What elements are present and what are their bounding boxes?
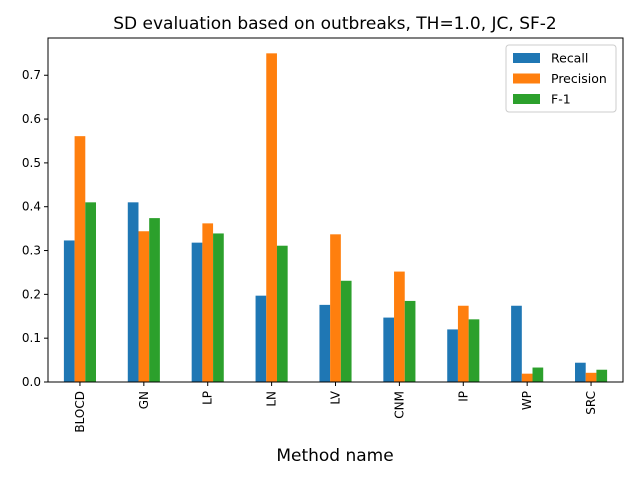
bar-precision-src	[585, 372, 597, 382]
y-tick-label: 0.1	[22, 331, 41, 345]
x-tick-label: IP	[456, 391, 470, 402]
chart-title: SD evaluation based on outbreaks, TH=1.0…	[113, 14, 557, 34]
y-tick-label: 0.5	[22, 156, 41, 170]
bar-f-1-src	[596, 369, 608, 382]
y-tick-label: 0.3	[22, 244, 41, 258]
bar-precision-gn	[138, 231, 150, 382]
bars-group	[63, 53, 608, 382]
bar-f-1-ip	[468, 319, 480, 382]
bar-recall-blocd	[63, 240, 75, 382]
x-axis: BLOCD GN LP LN LV CNM IP WP SRC	[73, 382, 598, 433]
bar-precision-lv	[330, 234, 341, 382]
x-axis-label: Method name	[276, 446, 393, 466]
bar-recall-gn	[127, 202, 139, 382]
bar-recall-lp	[191, 242, 203, 382]
bar-recall-cnm	[383, 317, 395, 382]
bar-f-1-lv	[340, 280, 352, 382]
legend-label-recall: Recall	[551, 51, 588, 66]
legend-swatch-recall	[513, 53, 540, 63]
y-tick-label: 0.0	[22, 375, 41, 389]
x-tick-label: GN	[137, 391, 151, 409]
x-tick-label: LV	[329, 390, 343, 404]
legend-label-precision: Precision	[551, 71, 607, 86]
bar-f-1-ln	[276, 245, 288, 382]
bar-precision-ln	[266, 53, 277, 382]
y-tick-label: 0.2	[22, 287, 41, 301]
bar-f-1-cnm	[404, 300, 416, 382]
x-tick-label: LN	[265, 391, 279, 407]
bar-precision-ip	[457, 305, 469, 382]
legend-label-f-1: F-1	[551, 92, 571, 107]
y-tick-label: 0.4	[22, 200, 41, 214]
bar-precision-lp	[202, 223, 214, 382]
y-tick-label: 0.6	[22, 112, 41, 126]
bar-precision-blocd	[74, 136, 86, 382]
x-tick-label: CNM	[392, 391, 406, 419]
legend: Recall Precision F-1	[505, 44, 617, 113]
x-tick-label: WP	[520, 391, 534, 410]
bar-recall-lv	[319, 304, 331, 382]
y-tick-label: 0.7	[22, 68, 41, 82]
bar-recall-wp	[511, 305, 522, 382]
legend-swatch-f-1	[513, 94, 540, 104]
bar-recall-ln	[255, 295, 267, 382]
x-tick-label: SRC	[584, 391, 598, 415]
bar-f-1-wp	[532, 367, 544, 382]
bar-f-1-blocd	[85, 202, 96, 382]
bar-precision-wp	[521, 373, 533, 382]
bar-recall-ip	[447, 329, 458, 382]
bar-precision-cnm	[394, 271, 405, 382]
bar-recall-src	[575, 362, 586, 382]
legend-swatch-precision	[513, 73, 540, 84]
bar-f-1-lp	[213, 233, 224, 382]
bar-f-1-gn	[149, 218, 160, 382]
plot-frame	[47, 37, 624, 383]
x-tick-label: BLOCD	[73, 391, 87, 433]
y-axis: 0.0 0.1 0.2 0.3 0.4 0.5 0.6 0.7	[22, 68, 48, 389]
x-tick-label: LP	[201, 391, 215, 405]
